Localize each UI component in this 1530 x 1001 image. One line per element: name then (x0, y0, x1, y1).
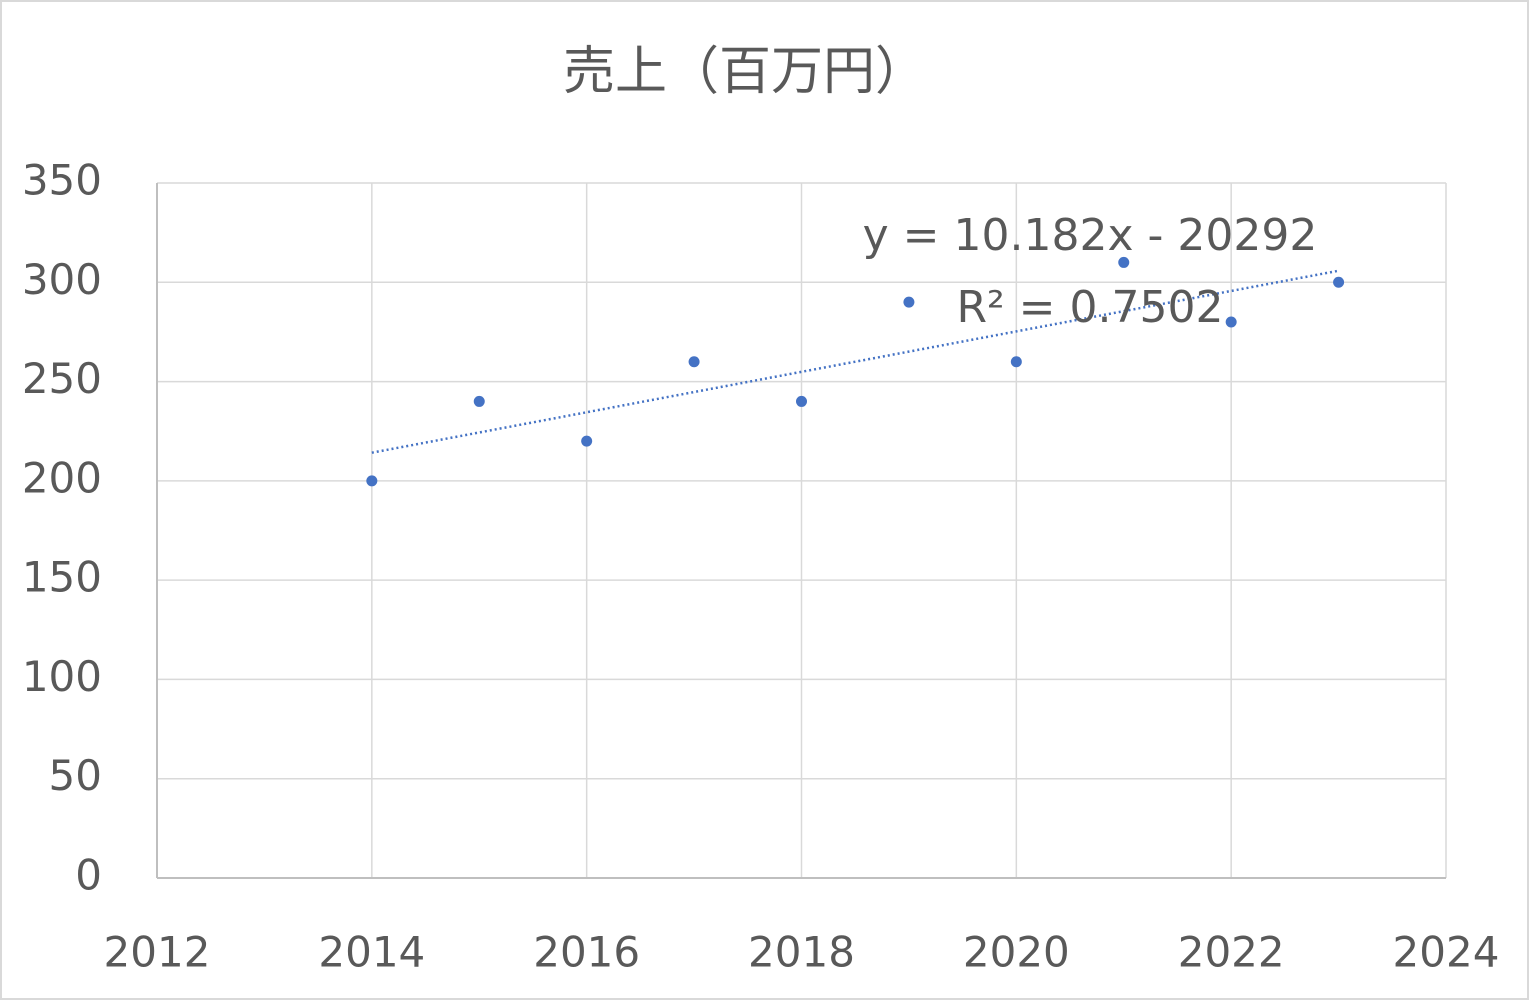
y-tick-label: 250 (22, 354, 102, 403)
y-tick-label: 350 (22, 156, 102, 205)
x-tick-label: 2012 (104, 928, 211, 977)
x-tick-label: 2020 (963, 928, 1070, 977)
y-tick-label: 300 (22, 255, 102, 304)
point (581, 435, 593, 447)
point (1225, 316, 1237, 328)
chart-title: 売上（百万円） (563, 42, 927, 102)
x-tick-label: 2018 (748, 928, 855, 977)
y-tick-label: 0 (75, 851, 102, 900)
point (1333, 276, 1345, 288)
y-tick-label: 150 (22, 553, 102, 602)
x-tick-label: 2016 (533, 928, 640, 977)
trendline (371, 269, 1339, 454)
point (903, 296, 915, 308)
point (688, 356, 700, 368)
y-tick-label: 100 (22, 652, 102, 701)
point (1118, 256, 1130, 268)
x-tick-label: 2024 (1393, 928, 1500, 977)
point (366, 475, 378, 487)
x-tick-label: 2022 (1178, 928, 1285, 977)
trendline-equation: y = 10.182x - 20292 (863, 210, 1318, 261)
x-tick-label: 2014 (318, 928, 425, 977)
trendline-r-squared: R² = 0.7502 (956, 282, 1223, 333)
point (473, 395, 485, 407)
point (1010, 356, 1022, 368)
point (796, 395, 807, 407)
y-tick-label: 50 (49, 751, 102, 800)
y-tick-label: 200 (22, 453, 102, 502)
